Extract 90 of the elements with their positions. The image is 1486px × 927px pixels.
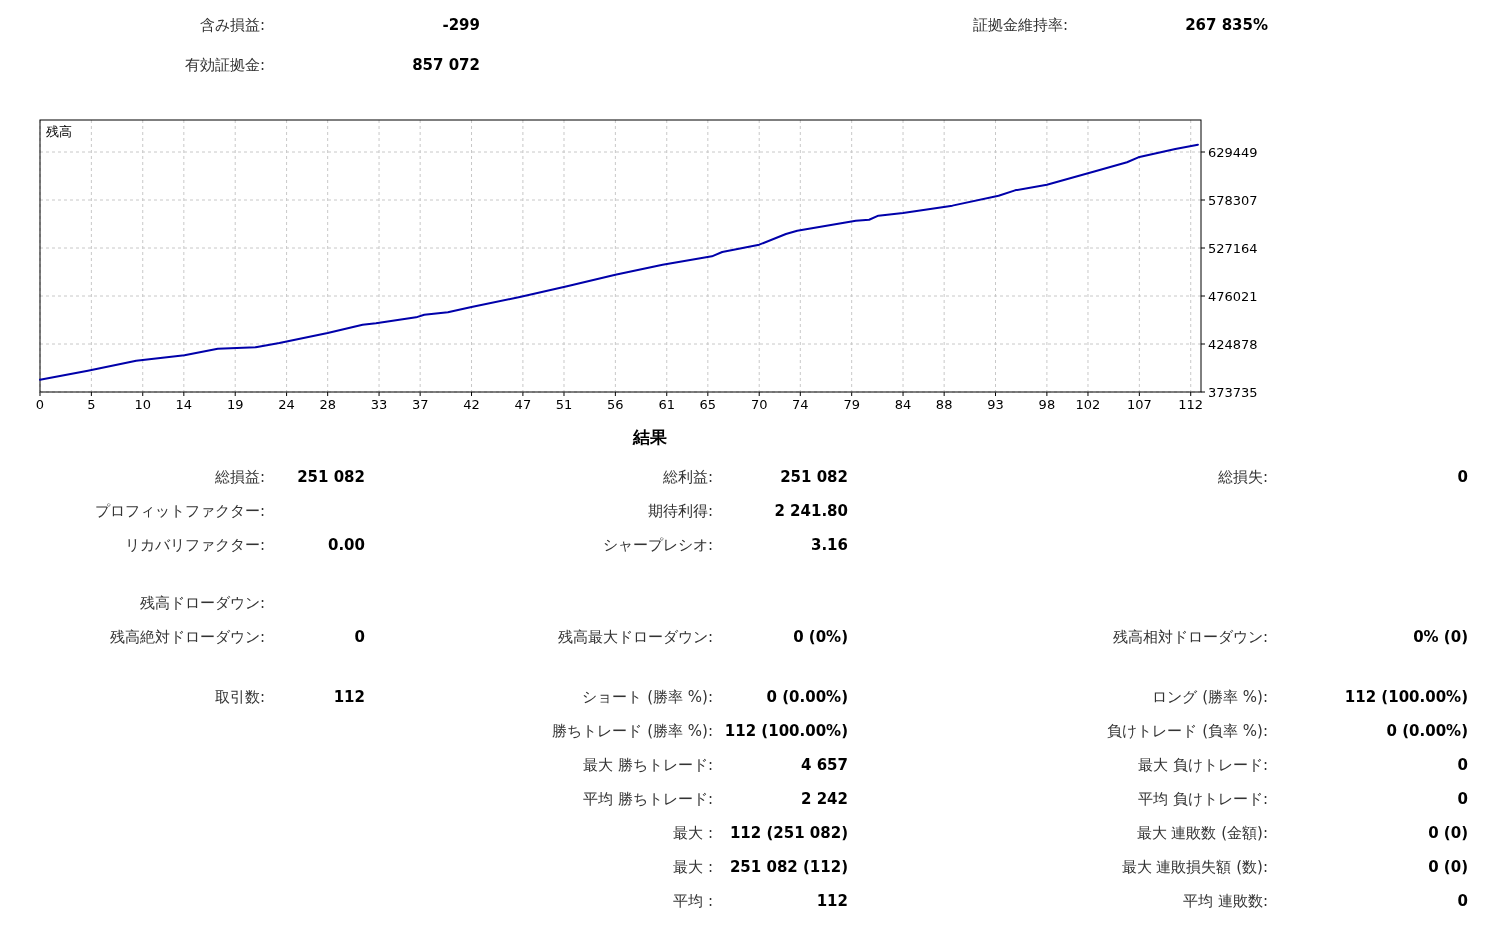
text: 平均 連敗数: bbox=[1183, 892, 1268, 910]
x-tick-label: 74 bbox=[792, 397, 809, 412]
x-tick-label: 79 bbox=[843, 397, 860, 412]
text: ショート (勝率 %): bbox=[582, 688, 713, 706]
text: 112 (100.00%) bbox=[724, 722, 848, 740]
text: 4 657 bbox=[801, 756, 848, 774]
text: 最大 負けトレード: bbox=[1138, 756, 1268, 774]
text: 2 242 bbox=[801, 790, 848, 808]
text: 112 (251 082) bbox=[729, 824, 848, 842]
text: 3.16 bbox=[810, 536, 848, 554]
y-axis-title: 残高 bbox=[46, 124, 72, 139]
text: シャープレシオ: bbox=[602, 536, 713, 554]
text: プロフィットファクター: bbox=[94, 502, 265, 520]
x-tick-label: 24 bbox=[278, 397, 295, 412]
text: 証拠金維持率: bbox=[972, 16, 1068, 34]
text: 0.00 bbox=[327, 536, 365, 554]
text: 267 835% bbox=[1185, 16, 1268, 34]
y-tick-label: 578307 bbox=[1208, 193, 1258, 208]
text: 0 (0.00%) bbox=[766, 688, 848, 706]
x-tick-label: 84 bbox=[894, 397, 912, 412]
text: 勝ちトレード (勝率 %): bbox=[552, 722, 713, 740]
x-tick-label: 107 bbox=[1126, 397, 1152, 412]
text: 平均 : bbox=[673, 892, 713, 910]
x-tick-label: 42 bbox=[463, 397, 480, 412]
text: 0 bbox=[1457, 468, 1468, 486]
text: 0 (0) bbox=[1428, 824, 1468, 842]
text: 251 082 (112) bbox=[729, 858, 848, 876]
x-tick-label: 0 bbox=[35, 397, 45, 412]
x-tick-label: 14 bbox=[175, 397, 193, 412]
x-tick-label: 70 bbox=[750, 397, 768, 412]
text: 負けトレード (負率 %): bbox=[1107, 722, 1268, 740]
text: 0 bbox=[1457, 892, 1468, 910]
text: 0 bbox=[354, 628, 365, 646]
text: リカバリファクター: bbox=[124, 536, 265, 554]
text: 最大 : bbox=[673, 824, 713, 842]
text: 0 bbox=[1457, 756, 1468, 774]
y-tick-label: 373735 bbox=[1208, 385, 1258, 400]
text: 残高最大ドローダウン: bbox=[557, 628, 713, 646]
y-tick-label: 629449 bbox=[1208, 145, 1258, 160]
text: 112 bbox=[816, 892, 848, 910]
text: 251 082 bbox=[780, 468, 848, 486]
y-tick-label: 476021 bbox=[1208, 289, 1258, 304]
line-series bbox=[39, 143, 1199, 381]
text: 0% (0) bbox=[1413, 628, 1468, 646]
x-tick-label: 93 bbox=[987, 397, 1004, 412]
x-tick-label: 10 bbox=[134, 397, 152, 412]
x-tick-label: 56 bbox=[607, 397, 624, 412]
text: 総利益: bbox=[661, 468, 713, 486]
text: 0 (0.00%) bbox=[1386, 722, 1468, 740]
y-tick-label: 527164 bbox=[1208, 241, 1258, 256]
text: 0 (0) bbox=[1428, 858, 1468, 876]
text: 平均 負けトレード: bbox=[1138, 790, 1268, 808]
y-tick-label: 424878 bbox=[1208, 337, 1258, 352]
x-tick-label: 47 bbox=[514, 397, 532, 412]
text: 総損失: bbox=[1216, 468, 1268, 486]
x-tick-label: 61 bbox=[658, 397, 676, 412]
text: 総損益: bbox=[213, 468, 265, 486]
x-tick-label: 37 bbox=[411, 397, 429, 412]
text: 残高相対ドローダウン: bbox=[1112, 628, 1268, 646]
text: 最大 : bbox=[673, 858, 713, 876]
text: 251 082 bbox=[297, 468, 365, 486]
text: 含み損益: bbox=[199, 16, 265, 34]
text: 0 bbox=[1457, 790, 1468, 808]
x-tick-label: 65 bbox=[699, 397, 717, 412]
x-tick-label: 5 bbox=[87, 397, 96, 412]
x-tick-label: 102 bbox=[1075, 397, 1101, 412]
text: 最大 勝ちトレード: bbox=[583, 756, 713, 774]
text: 0 (0%) bbox=[793, 628, 848, 646]
x-tick-label: 28 bbox=[319, 397, 336, 412]
text: 残高ドローダウン: bbox=[139, 594, 265, 612]
text: 112 bbox=[333, 688, 365, 706]
x-tick-label: 19 bbox=[226, 397, 244, 412]
x-tick-label: 98 bbox=[1038, 397, 1056, 412]
text: ロング (勝率 %): bbox=[1152, 688, 1268, 706]
text: 有効証拠金: bbox=[184, 56, 265, 74]
x-tick-label: 112 bbox=[1178, 397, 1204, 412]
text: 取引数: bbox=[214, 688, 265, 706]
text: 最大 連敗数 (金額): bbox=[1136, 824, 1268, 842]
text: 平均 勝ちトレード: bbox=[583, 790, 713, 808]
text: 2 241.80 bbox=[774, 502, 848, 520]
text: 857 072 bbox=[412, 56, 480, 74]
x-tick-label: 51 bbox=[555, 397, 573, 412]
text: 残高絶対ドローダウン: bbox=[109, 628, 265, 646]
text: -299 bbox=[442, 16, 480, 34]
x-tick-label: 33 bbox=[370, 397, 388, 412]
x-tick-label: 88 bbox=[935, 397, 953, 412]
text: 112 (100.00%) bbox=[1344, 688, 1468, 706]
text: 最大 連敗損失額 (数): bbox=[1121, 858, 1268, 876]
text: 期待利得: bbox=[647, 502, 713, 520]
text: 結果 bbox=[632, 427, 668, 447]
